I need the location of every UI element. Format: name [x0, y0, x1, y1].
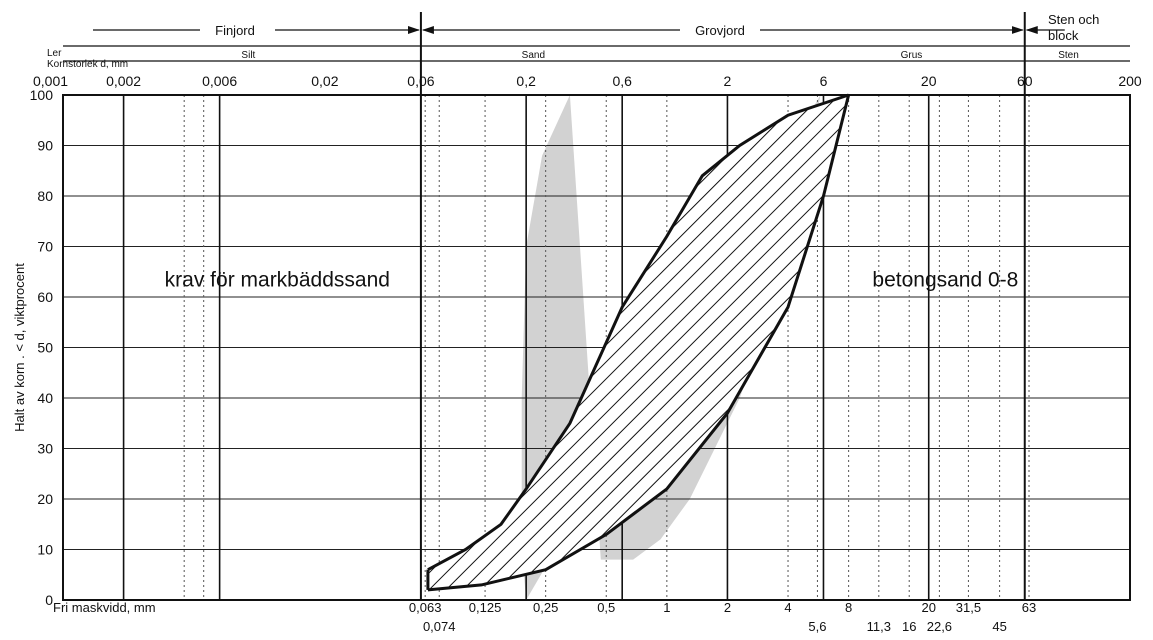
bottom-tick-label: 20	[921, 600, 935, 615]
bottom-tick-label: 5,6	[808, 619, 826, 634]
annotation-label: betongsand 0-8	[872, 268, 1018, 291]
y-tick-label: 100	[30, 87, 54, 103]
top-tick-label: 0,006	[202, 73, 237, 89]
y-tick-label: 80	[37, 188, 53, 204]
top-tick-label: 0,6	[612, 73, 632, 89]
subfraction-label: Sand	[522, 50, 545, 61]
bottom-tick-label: 1	[663, 600, 670, 615]
top-tick-label: 0,002	[106, 73, 141, 89]
top-tick-label: 20	[921, 73, 937, 89]
top-tick-label: 2	[724, 73, 732, 89]
y-tick-label: 0	[45, 592, 53, 608]
bottom-tick-label: 4	[784, 600, 791, 615]
y-tick-label: 30	[37, 441, 53, 457]
annotation-label: krav för markbäddssand	[165, 268, 390, 291]
bottom-tick-label: 22,6	[927, 619, 952, 634]
subfraction-label: Silt	[241, 50, 255, 61]
top-axis-ler: Ler	[47, 48, 62, 59]
bottom-tick-label: 63	[1022, 600, 1036, 615]
header-grovjord: Grovjord	[695, 23, 745, 38]
plot-frame	[62, 94, 1131, 601]
bottom-tick-label: 16	[902, 619, 916, 634]
top-tick-label: 60	[1017, 73, 1033, 89]
series-upper-curve	[427, 93, 850, 572]
top-tick-label: 6	[820, 73, 828, 89]
bottom-tick-label: 0,125	[469, 600, 502, 615]
bottom-tick-label: 0,25	[533, 600, 558, 615]
bottom-tick-label: 11,3	[867, 619, 891, 634]
bottom-tick-label: 0,5	[597, 600, 615, 615]
subfraction-label: Grus	[901, 50, 923, 61]
header-sten-och: Sten och	[1048, 12, 1099, 27]
bottom-tick-label: 2	[724, 600, 731, 615]
y-tick-label: 40	[37, 390, 53, 406]
top-tick-label: 0,06	[407, 73, 434, 89]
top-tick-label: 0,001	[33, 73, 68, 89]
bottom-tick-label: 45	[992, 619, 1006, 634]
bottom-tick-label: 31,5	[956, 600, 981, 615]
y-tick-label: 90	[37, 138, 53, 154]
bottom-tick-label: 0,063	[409, 600, 442, 615]
y-tick-label: 70	[37, 239, 53, 255]
y-tick-label: 10	[37, 542, 53, 558]
y-tick-label: 20	[37, 491, 53, 507]
bottom-axis-title: Fri maskvidd, mm	[53, 600, 156, 615]
subfraction-label: Sten	[1058, 50, 1079, 61]
y-tick-label: 50	[37, 340, 53, 356]
top-tick-label: 0,02	[311, 73, 338, 89]
header-block: block	[1048, 28, 1079, 43]
y-axis-title: Halt av korn . < d, viktprocent	[12, 263, 27, 432]
top-tick-label: 200	[1118, 73, 1142, 89]
series-lower-curve	[427, 94, 851, 592]
series-betongsand-band	[427, 95, 849, 590]
header-finjord: Finjord	[215, 23, 255, 38]
bottom-tick-label: 8	[845, 600, 852, 615]
top-tick-label: 0,2	[516, 73, 536, 89]
top-axis-title: Kornstorlek d, mm	[47, 59, 128, 70]
y-tick-label: 60	[37, 289, 53, 305]
bottom-tick-label: 0,074	[423, 619, 456, 634]
